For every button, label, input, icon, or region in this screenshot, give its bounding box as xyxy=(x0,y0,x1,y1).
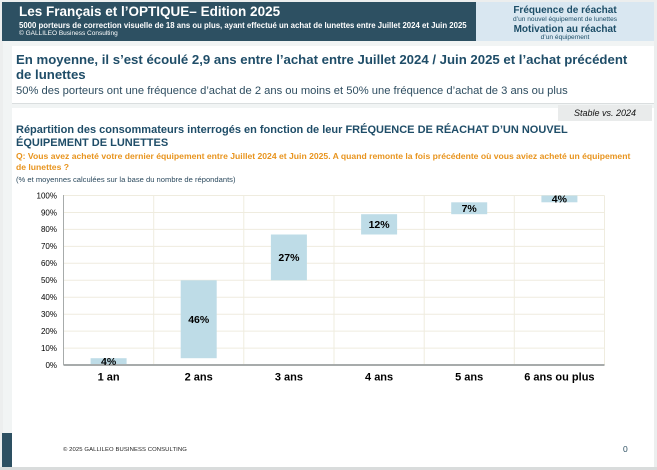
svg-text:2 ans: 2 ans xyxy=(185,372,213,384)
svg-text:20%: 20% xyxy=(41,327,57,336)
svg-text:6 ans ou plus: 6 ans ou plus xyxy=(524,372,594,384)
svg-text:12%: 12% xyxy=(369,219,391,231)
svg-text:7%: 7% xyxy=(462,203,478,215)
svg-text:4%: 4% xyxy=(101,356,117,368)
svg-text:50%: 50% xyxy=(41,276,57,285)
svg-text:10%: 10% xyxy=(41,344,57,353)
svg-text:30%: 30% xyxy=(41,310,57,319)
svg-text:0%: 0% xyxy=(45,361,57,370)
svg-text:40%: 40% xyxy=(41,293,57,302)
svg-text:3 ans: 3 ans xyxy=(275,372,303,384)
svg-text:1 an: 1 an xyxy=(98,372,120,384)
svg-text:90%: 90% xyxy=(41,208,57,217)
svg-text:60%: 60% xyxy=(41,259,57,268)
svg-text:4%: 4% xyxy=(552,194,568,206)
svg-text:27%: 27% xyxy=(278,252,300,264)
svg-text:5 ans: 5 ans xyxy=(455,372,483,384)
svg-text:4 ans: 4 ans xyxy=(365,372,393,384)
svg-text:100%: 100% xyxy=(37,191,57,200)
svg-text:80%: 80% xyxy=(41,225,57,234)
svg-text:46%: 46% xyxy=(188,314,210,326)
svg-text:70%: 70% xyxy=(41,242,57,251)
